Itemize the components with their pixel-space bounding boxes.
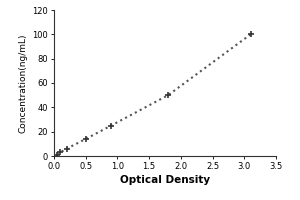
X-axis label: Optical Density: Optical Density bbox=[120, 175, 210, 185]
Y-axis label: Concentration(ng/mL): Concentration(ng/mL) bbox=[19, 33, 28, 133]
